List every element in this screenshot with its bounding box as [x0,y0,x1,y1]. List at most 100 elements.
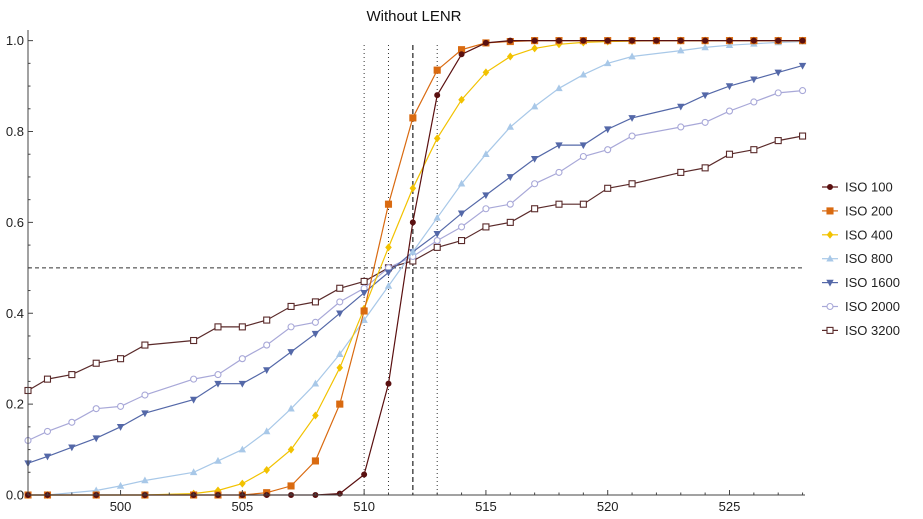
data-point-iso-3200 [238,323,246,331]
data-point-iso-100 [580,37,587,44]
data-point-iso-800 [214,456,222,464]
legend-swatch-marker [826,254,834,262]
data-point-iso-2000 [68,418,76,426]
data-point-iso-1600 [384,269,393,277]
data-point-iso-100 [629,37,636,44]
legend-swatch-marker [826,230,834,239]
data-point-iso-2000 [482,205,490,213]
data-point-iso-1600 [433,230,441,238]
y-tick-label: 1.0 [6,33,24,48]
data-point-iso-3200 [677,168,685,176]
series-line-iso-800 [28,40,803,496]
data-point-iso-200 [336,400,344,408]
data-point-iso-3200 [43,375,52,383]
data-point-iso-3200 [628,180,636,188]
data-point-iso-2000 [43,427,52,435]
data-point-iso-800 [384,281,393,289]
data-point-iso-400 [482,68,490,77]
legend-swatch-marker [827,184,833,190]
legend-item-iso-100: ISO 100 [822,180,893,195]
data-point-iso-3200 [458,237,466,245]
data-point-iso-1600 [750,76,758,84]
data-point-iso-100 [750,37,757,44]
data-point-iso-2000 [190,375,198,383]
data-point-iso-100 [385,380,392,387]
data-point-iso-1600 [604,126,612,134]
data-point-iso-2000 [628,132,636,140]
data-point-iso-3200 [433,243,441,251]
y-tick-label: 0.4 [6,306,24,321]
data-point-iso-1600 [116,424,125,431]
data-point-iso-3200 [141,341,149,349]
data-point-iso-1600 [360,290,368,297]
data-point-iso-400 [312,411,319,420]
x-tick-label: 500 [110,499,132,514]
legend-label: ISO 200 [845,203,893,218]
data-point-iso-800 [189,468,198,476]
data-point-iso-800 [506,122,514,130]
series-iso-3200 [24,132,807,395]
data-point-iso-800 [141,476,149,484]
data-point-iso-200 [409,114,417,122]
data-point-iso-800 [336,350,344,357]
data-point-iso-400 [531,44,538,53]
data-point-iso-3200 [214,323,222,331]
data-point-iso-2000 [141,391,149,399]
x-tick-label: 520 [597,499,619,514]
data-point-iso-800 [701,43,709,51]
data-point-iso-1600 [68,444,76,452]
legend-item-iso-800: ISO 800 [822,251,893,266]
y-tick-label: 0.0 [6,488,24,503]
x-tick-label: 505 [231,499,253,514]
data-point-iso-800 [311,379,320,387]
data-point-iso-400 [506,52,514,61]
y-tick-label: 0.2 [6,397,24,412]
data-point-iso-3200 [287,302,295,310]
data-point-iso-2000 [677,123,685,131]
data-point-iso-3200 [750,146,758,154]
data-point-iso-2000 [555,168,563,176]
series-line-iso-2000 [27,90,803,442]
data-point-iso-3200 [311,298,319,306]
chart-title: Without LENR [366,8,461,25]
data-point-iso-800 [409,247,417,255]
data-point-iso-3200 [117,355,125,363]
data-point-iso-3200 [701,164,709,172]
data-point-iso-2000 [458,223,466,231]
data-point-iso-200 [311,457,319,465]
data-point-iso-2000 [263,341,271,349]
data-point-iso-100 [653,37,660,44]
data-point-iso-800 [263,427,271,435]
data-point-iso-200 [384,200,393,208]
data-point-iso-100 [361,471,368,478]
legend: ISO 100 ISO 200 ISO 400 ISO 800 ISO 1600 ISO … [822,180,900,338]
data-point-iso-100 [458,51,465,58]
data-point-iso-100 [531,37,538,44]
x-tick-label: 510 [353,499,375,514]
data-point-iso-1600 [555,142,563,150]
data-point-iso-2000 [287,323,295,331]
data-point-iso-100 [702,37,709,44]
data-point-iso-100 [726,37,733,44]
data-point-iso-3200 [482,223,490,231]
data-point-iso-1600 [43,453,52,461]
data-point-iso-400 [458,95,465,104]
data-point-iso-1600 [238,380,247,388]
data-point-iso-100 [409,219,416,226]
data-point-iso-800 [457,179,466,187]
data-point-iso-2000 [531,180,539,188]
data-point-iso-800 [238,445,247,453]
data-point-iso-400 [385,243,392,252]
data-point-iso-2000 [336,298,344,306]
data-point-iso-400 [263,466,271,475]
data-point-iso-1600 [263,367,271,375]
legend-swatch-marker [826,326,834,334]
data-point-iso-1600 [506,174,514,181]
data-point-iso-800 [579,70,588,78]
legend-item-iso-400: ISO 400 [822,227,893,242]
data-point-iso-3200 [360,277,368,285]
data-point-iso-100 [677,37,684,44]
data-point-iso-3200 [579,200,587,208]
data-point-iso-2000 [238,355,246,363]
